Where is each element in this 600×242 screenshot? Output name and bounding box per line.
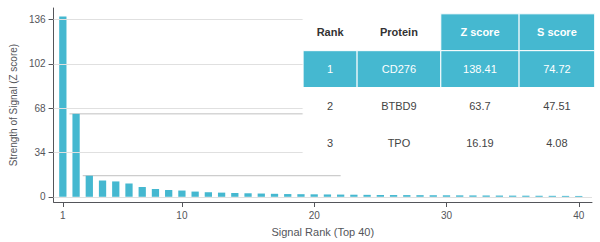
svg-text:63.7: 63.7 bbox=[469, 100, 490, 112]
svg-text:138.41: 138.41 bbox=[463, 63, 497, 75]
svg-text:4.08: 4.08 bbox=[546, 137, 567, 149]
svg-text:47.51: 47.51 bbox=[543, 100, 571, 112]
svg-text:34: 34 bbox=[34, 147, 46, 158]
svg-text:1: 1 bbox=[327, 63, 333, 75]
svg-text:Rank: Rank bbox=[317, 26, 345, 38]
svg-text:3: 3 bbox=[327, 137, 333, 149]
svg-text:2: 2 bbox=[327, 100, 333, 112]
svg-text:BTBD9: BTBD9 bbox=[381, 100, 416, 112]
svg-text:30: 30 bbox=[441, 210, 453, 221]
svg-text:TPO: TPO bbox=[388, 137, 411, 149]
svg-text:Strength of Signal (Z score): Strength of Signal (Z score) bbox=[8, 44, 19, 166]
svg-text:Z score: Z score bbox=[460, 26, 499, 38]
svg-text:102: 102 bbox=[29, 58, 46, 69]
svg-text:74.72: 74.72 bbox=[543, 63, 571, 75]
svg-text:68: 68 bbox=[34, 103, 46, 114]
svg-text:S score: S score bbox=[537, 26, 577, 38]
svg-text:Protein: Protein bbox=[380, 26, 418, 38]
svg-text:0: 0 bbox=[40, 191, 46, 202]
svg-text:1: 1 bbox=[60, 210, 66, 221]
svg-text:20: 20 bbox=[309, 210, 321, 221]
svg-text:10: 10 bbox=[176, 210, 188, 221]
svg-text:40: 40 bbox=[573, 210, 585, 221]
svg-text:CD276: CD276 bbox=[382, 63, 416, 75]
svg-text:Signal Rank (Top 40): Signal Rank (Top 40) bbox=[271, 226, 374, 238]
svg-text:16.19: 16.19 bbox=[466, 137, 494, 149]
svg-text:136: 136 bbox=[29, 14, 46, 25]
